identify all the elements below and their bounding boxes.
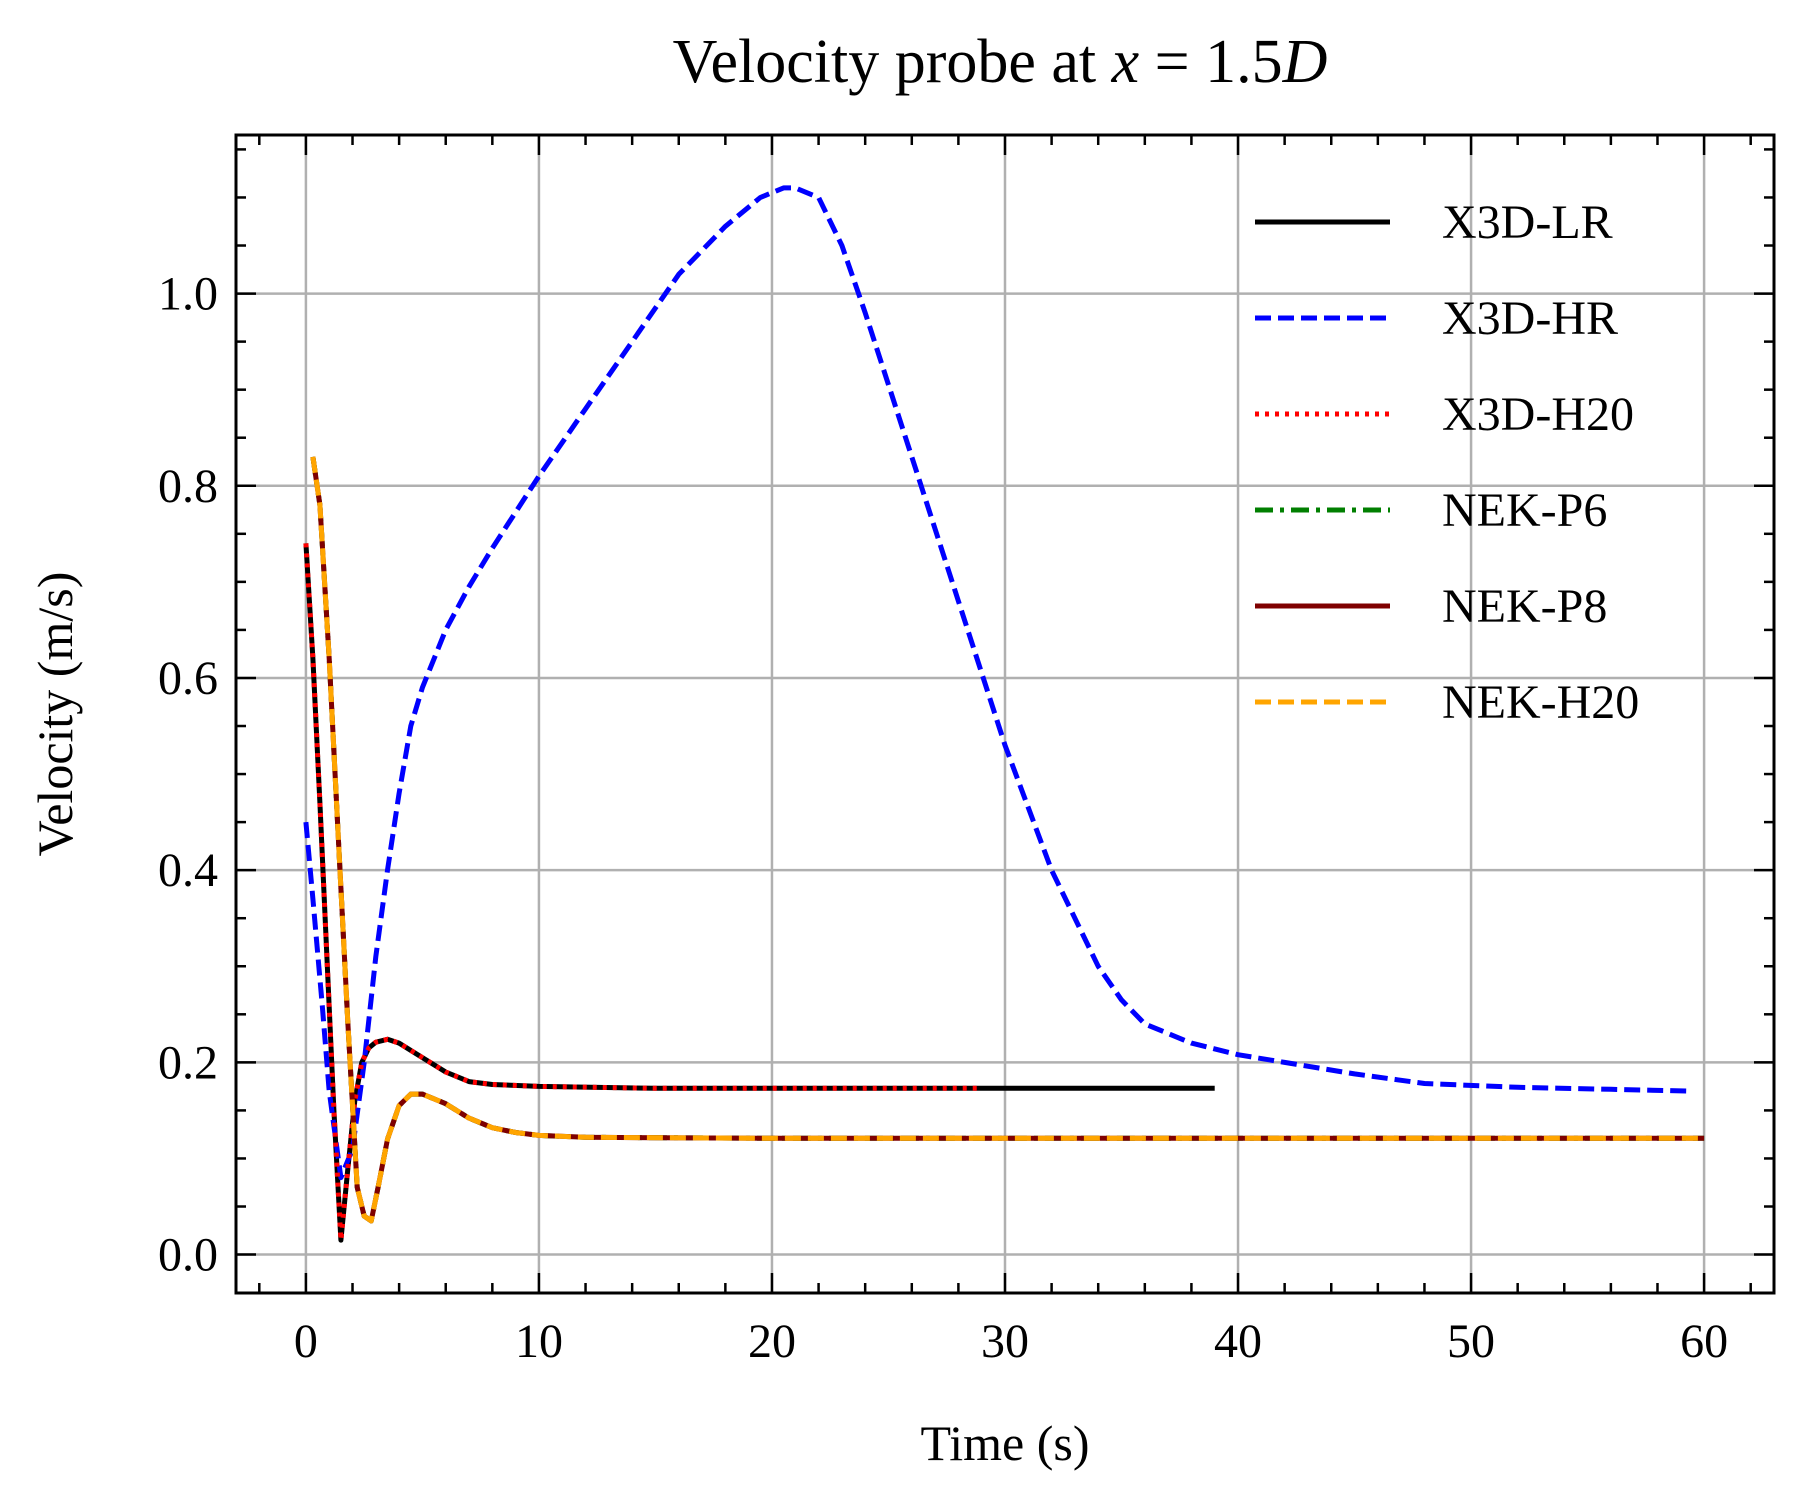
chart-title-math-unit: D — [1282, 28, 1328, 96]
x-tick-label-3: 30 — [981, 1315, 1029, 1368]
x-tick-label-4: 40 — [1214, 1315, 1262, 1368]
y-tick-label-0: 0.0 — [158, 1229, 218, 1282]
chart-title-math-op: = — [1139, 28, 1205, 96]
x-tick-label-5: 50 — [1447, 1315, 1495, 1368]
axis-ticks — [236, 135, 1774, 1293]
y-tick-label-3: 0.6 — [158, 652, 218, 705]
legend-label-x3d-hr: X3D-HR — [1442, 292, 1618, 345]
series-line-nek-p8 — [310, 456, 1705, 1224]
chart-title-prefix: Velocity probe at — [673, 28, 1112, 96]
legend-label-x3d-h20: X3D-H20 — [1442, 388, 1634, 441]
y-tick-labels: 0.0 0.2 0.4 0.6 0.8 1.0 — [158, 268, 218, 1282]
x-tick-label-2: 20 — [748, 1315, 796, 1368]
x-tick-label-0: 0 — [294, 1315, 318, 1368]
series-lines — [303, 185, 1705, 1243]
chart-title-math-var: x — [1111, 28, 1140, 96]
y-tick-label-1: 0.2 — [158, 1036, 218, 1089]
plot-frame — [234, 133, 1776, 1295]
x-tick-label-6: 60 — [1680, 1315, 1728, 1368]
legend-label-nek-p8: NEK-P8 — [1442, 580, 1607, 633]
legend-label-x3d-lr: X3D-LR — [1442, 196, 1613, 249]
series-line-nek-p6 — [310, 456, 1705, 1224]
grid — [236, 135, 1774, 1293]
y-axis-label: Velocity (m/s) — [27, 572, 83, 857]
chart-title: Velocity probe at x = 1.5D — [673, 28, 1328, 96]
series-line-x3d-hr — [303, 185, 1693, 1181]
y-tick-label-5: 1.0 — [158, 268, 218, 321]
x-tick-labels: 0 10 20 30 40 50 60 — [294, 1315, 1728, 1368]
x-axis-label: Time (s) — [920, 1415, 1089, 1471]
series-line-x3d-lr — [303, 543, 1215, 1243]
chart-title-math-num: 1.5 — [1205, 28, 1283, 96]
y-tick-label-4: 0.8 — [158, 460, 218, 513]
y-tick-label-2: 0.4 — [158, 844, 218, 897]
legend-label-nek-h20: NEK-H20 — [1442, 676, 1639, 729]
legend: X3D-LR X3D-HR X3D-H20 NEK-P6 NEK-P8 NEK-H20 — [1255, 196, 1639, 729]
legend-label-nek-p6: NEK-P6 — [1442, 484, 1607, 537]
series-line-nek-h20 — [310, 456, 1705, 1224]
series-line-x3d-h20 — [303, 543, 982, 1243]
x-tick-label-1: 10 — [515, 1315, 563, 1368]
